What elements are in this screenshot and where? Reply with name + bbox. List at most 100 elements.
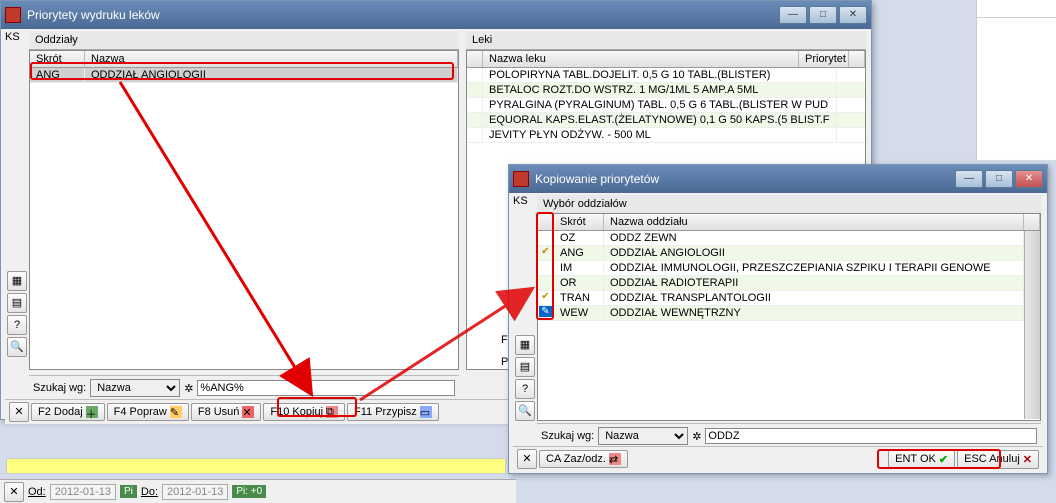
drug-priority: 2: [837, 98, 866, 112]
drug-name: BETALOC ROZT.DO WSTRZ. 1 MG/1ML 5 AMP.A …: [483, 83, 837, 97]
dialog-sub-label: Wybór oddziałów: [537, 195, 1041, 214]
minimize-button[interactable]: —: [779, 6, 807, 24]
pi-2: Pi: +0: [232, 485, 266, 498]
col-drugname[interactable]: Nazwa leku: [483, 51, 799, 67]
dialog-sidebar: ▦ ▤ ? 🔍: [515, 335, 535, 421]
departments-label: Oddziały: [29, 31, 459, 50]
dside-3[interactable]: ?: [515, 379, 535, 399]
app-icon-small: KS: [5, 31, 25, 51]
side-btn-2[interactable]: ▤: [7, 293, 27, 313]
close-button[interactable]: ✕: [839, 6, 867, 24]
departments-pane: Oddziały Skrót Nazwa ANG ODDZIAŁ ANGIOLO…: [29, 31, 459, 371]
row-mark: [538, 276, 554, 290]
dept-searchbar: Szukaj wg: Nazwa ✲: [29, 375, 459, 400]
gear-icon[interactable]: ✲: [184, 382, 193, 395]
dept-sidebar: ▦ ▤ ? 🔍: [7, 271, 27, 357]
dcol-short[interactable]: Skrót: [554, 214, 604, 230]
drug-row[interactable]: PYRALGINA (PYRALGINUM) TABL. 0,5 G 6 TAB…: [467, 98, 865, 113]
app-icon: [5, 7, 21, 23]
col-name[interactable]: Nazwa: [85, 51, 458, 67]
dialog-row[interactable]: OZODDZ ZEWN: [538, 231, 1024, 246]
drug-row[interactable]: EQUORAL KAPS.ELAST.(ŻELATYNOWE) 0,1 G 50…: [467, 113, 865, 128]
drug-priority: 1: [837, 68, 866, 82]
row-short: OR: [554, 276, 604, 290]
departments-grid: Skrót Nazwa ANG ODDZIAŁ ANGIOLOGII: [29, 50, 459, 370]
side-btn-4[interactable]: 🔍: [7, 337, 27, 357]
row-name: ODDZIAŁ WEWNĘTRZNY: [604, 306, 1024, 320]
drugs-label: Leki: [466, 31, 866, 50]
dialog-row[interactable]: ✔ANGODDZIAŁ ANGIOLOGII: [538, 246, 1024, 261]
search-label: Szukaj wg:: [33, 382, 86, 394]
row-mark: [538, 231, 554, 245]
row-name: ODDZ ZEWN: [604, 231, 1024, 245]
dialog-scrollbar[interactable]: [1024, 231, 1040, 419]
dside-4[interactable]: 🔍: [515, 401, 535, 421]
dialog-icon: [513, 171, 529, 187]
add-button[interactable]: F2 Dodaj＋: [31, 403, 105, 421]
ok-button[interactable]: ENT OK✔: [888, 450, 955, 469]
search-input[interactable]: [197, 380, 455, 396]
row-mark: [538, 261, 554, 275]
dcol-name[interactable]: Nazwa oddziału: [604, 214, 1024, 230]
row-short: IM: [554, 261, 604, 275]
dialog-app-icon: KS: [513, 195, 533, 215]
row-name: ODDZIAŁ RADIOTERAPII: [604, 276, 1024, 290]
od-date[interactable]: 2012-01-13: [50, 484, 116, 500]
row-short: OZ: [554, 231, 604, 245]
search-field-select[interactable]: Nazwa: [90, 379, 180, 397]
row-mark: ✔: [538, 291, 554, 305]
dept-row[interactable]: ANG ODDZIAŁ ANGIOLOGII: [30, 68, 458, 83]
dialog-row[interactable]: ✎WEWODDZIAŁ WEWNĘTRZNY: [538, 306, 1024, 321]
bottom-bar: ✕ Od: 2012-01-13 Pi Do: 2012-01-13 Pi: +…: [0, 479, 516, 503]
dialog-max-button[interactable]: □: [985, 170, 1013, 188]
dside-2[interactable]: ▤: [515, 357, 535, 377]
dialog-min-button[interactable]: —: [955, 170, 983, 188]
drug-name: PYRALGINA (PYRALGINUM) TABL. 0,5 G 6 TAB…: [483, 98, 837, 112]
dialog-row[interactable]: ORODDZIAŁ RADIOTERAPII: [538, 276, 1024, 291]
close-x-button[interactable]: ✕: [9, 402, 29, 422]
dialog-searchbar: Szukaj wg: Nazwa ✲: [537, 423, 1041, 448]
col-priority[interactable]: Priorytet: [799, 51, 849, 67]
dialog-title: Kopiowanie priorytetów: [535, 172, 659, 186]
row-name: ODDZIAŁ ANGIOLOGII: [604, 246, 1024, 260]
drug-priority: 4: [837, 128, 866, 142]
yellow-bar: [6, 458, 506, 474]
assign-button[interactable]: F11 Przypisz▭: [347, 403, 439, 421]
dialog-x-button[interactable]: ✕: [517, 449, 537, 469]
dialog-row[interactable]: ✔TRANODDZIAŁ TRANSPLANTOLOGII: [538, 291, 1024, 306]
edit-button[interactable]: F4 Popraw✎: [107, 403, 189, 421]
drug-name: JEVITY PŁYN ODŻYW. - 500 ML: [483, 128, 837, 142]
cancel-button[interactable]: ESC Anuluj✕: [957, 450, 1039, 469]
dsearch-label: Szukaj wg:: [541, 430, 594, 442]
toggle-button[interactable]: CA Zaz/odz.⇄: [539, 450, 628, 468]
dgear-icon[interactable]: ✲: [692, 430, 701, 443]
dialog-close-button[interactable]: ✕: [1015, 170, 1043, 188]
row-name: ODDZIAŁ IMMUNOLOGII, PRZESZCZEPIANIA SZP…: [604, 261, 1024, 275]
delete-button[interactable]: F8 Usuń✕: [191, 403, 262, 421]
row-name: ODDZIAŁ TRANSPLANTOLOGII: [604, 291, 1024, 305]
drug-row[interactable]: BETALOC ROZT.DO WSTRZ. 1 MG/1ML 5 AMP.A …: [467, 83, 865, 98]
copy-button[interactable]: F10 Kopiuj⧉: [263, 403, 345, 421]
row-mark: ✎: [538, 306, 554, 320]
dside-1[interactable]: ▦: [515, 335, 535, 355]
pi-1: Pi: [120, 485, 137, 498]
drug-name: EQUORAL KAPS.ELAST.(ŻELATYNOWE) 0,1 G 50…: [483, 113, 837, 127]
dsearch-select[interactable]: Nazwa: [598, 427, 688, 445]
dialog-row[interactable]: IMODDZIAŁ IMMUNOLOGII, PRZESZCZEPIANIA S…: [538, 261, 1024, 276]
drug-priority: 2: [837, 83, 866, 97]
dept-short: ANG: [30, 68, 85, 82]
col-short[interactable]: Skrót: [30, 51, 85, 67]
dialog-grid: Skrót Nazwa oddziału OZODDZ ZEWN✔ANGODDZ…: [537, 213, 1041, 421]
drug-row[interactable]: JEVITY PŁYN ODŻYW. - 500 ML4: [467, 128, 865, 143]
drug-row[interactable]: POLOPIRYNA TABL.DOJELIT. 0,5 G 10 TABL.(…: [467, 68, 865, 83]
do-date[interactable]: 2012-01-13: [162, 484, 228, 500]
row-short: TRAN: [554, 291, 604, 305]
dsearch-input[interactable]: [705, 428, 1037, 444]
drug-name: POLOPIRYNA TABL.DOJELIT. 0,5 G 10 TABL.(…: [483, 68, 837, 82]
row-short: WEW: [554, 306, 604, 320]
side-btn-3[interactable]: ?: [7, 315, 27, 335]
side-btn-1[interactable]: ▦: [7, 271, 27, 291]
od-label: Od:: [28, 486, 46, 498]
bottom-x[interactable]: ✕: [4, 482, 24, 502]
maximize-button[interactable]: □: [809, 6, 837, 24]
